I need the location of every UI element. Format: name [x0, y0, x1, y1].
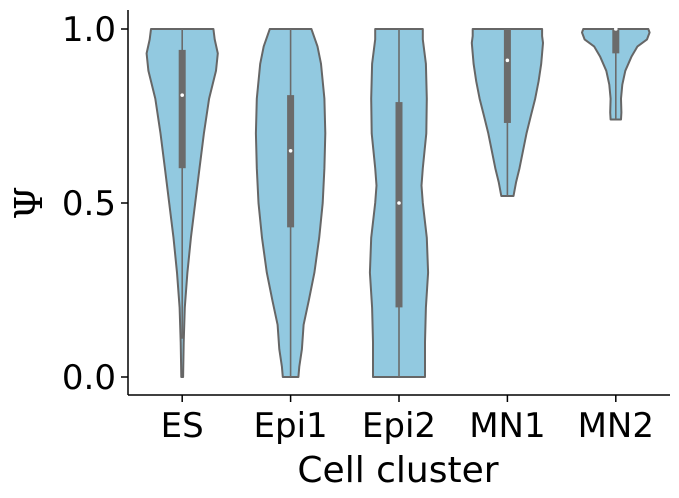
- x-tick-label: ES: [161, 406, 204, 446]
- y-ticks: 0.0 0.5 1.0: [62, 10, 128, 398]
- violin-iqr-box: [287, 95, 295, 228]
- violin-epi2: [368, 28, 430, 378]
- violin-iqr-box: [178, 49, 186, 169]
- violin-layer: [145, 27, 651, 378]
- violin-es: [145, 28, 219, 378]
- x-tick-label: Epi2: [362, 406, 436, 446]
- violin-median-dot: [397, 201, 401, 205]
- x-tick-label: MN2: [578, 406, 654, 446]
- violin-iqr-box: [612, 29, 620, 54]
- y-axis-title: Ψ: [7, 186, 51, 219]
- violin-iqr-box: [503, 29, 511, 123]
- y-tick-label: 0.5: [62, 184, 116, 224]
- x-tick-label: MN1: [469, 406, 545, 446]
- violin-mn2: [581, 27, 651, 121]
- x-tick-label: Epi1: [254, 406, 328, 446]
- violin-mn1: [470, 28, 544, 197]
- x-ticks: ES Epi1 Epi2 MN1 MN2: [161, 395, 654, 446]
- violin-median-dot: [180, 93, 184, 97]
- y-tick-label: 1.0: [62, 10, 116, 50]
- y-tick-label: 0.0: [62, 358, 116, 398]
- violin-epi1: [254, 28, 327, 378]
- violin-median-dot: [614, 27, 618, 31]
- violin-median-dot: [288, 149, 293, 153]
- x-axis-title: Cell cluster: [297, 450, 498, 491]
- violin-median-dot: [505, 58, 510, 63]
